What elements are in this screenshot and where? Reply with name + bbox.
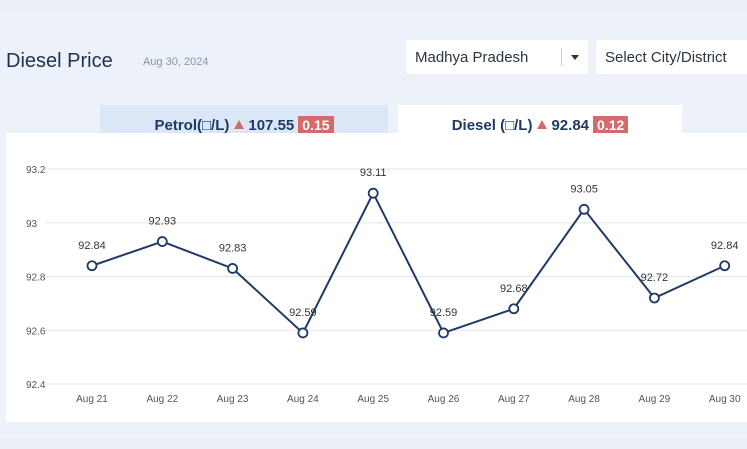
- x-tick-label: Aug 30: [709, 394, 741, 405]
- trend-up-icon: [537, 120, 548, 129]
- price-chart-card: 92.4 92.6 92.8 93 93.2 Aug 21 Aug 22 Aug 23 Aug …: [6, 133, 747, 422]
- tab-petrol-change-badge: 0.15: [298, 116, 334, 134]
- tab-diesel-change-badge: 0.12: [593, 116, 629, 134]
- data-point: [86, 260, 98, 272]
- x-tick-label: Aug 23: [217, 394, 249, 405]
- data-label: 92.68: [500, 283, 528, 295]
- x-tick-label: Aug 25: [357, 394, 389, 405]
- price-date: Aug 30, 2024: [143, 56, 209, 68]
- data-label: 92.59: [289, 307, 317, 319]
- data-point: [508, 303, 520, 315]
- x-tick-label: Aug 21: [76, 394, 108, 405]
- x-tick-label: Aug 22: [146, 394, 178, 405]
- x-tick-label: Aug 28: [568, 394, 600, 405]
- y-tick-label: 93.2: [26, 165, 46, 176]
- tab-petrol-price: 107.55: [248, 117, 295, 134]
- y-tick-label: 93: [26, 219, 38, 230]
- city-select[interactable]: Select City/District: [596, 40, 747, 74]
- tab-diesel-price: 92.84: [551, 117, 590, 134]
- data-label: 92.84: [78, 240, 106, 252]
- y-tick-label: 92.6: [26, 326, 46, 337]
- data-label: 92.83: [219, 242, 247, 254]
- data-label: 92.93: [149, 216, 177, 228]
- state-select[interactable]: Madhya Pradesh: [406, 40, 588, 74]
- data-point: [156, 236, 168, 247]
- page-title: Diesel Price: [6, 50, 113, 72]
- data-point: [649, 292, 660, 304]
- data-label: 92.84: [711, 240, 739, 252]
- state-select-value: Madhya Pradesh: [415, 49, 529, 66]
- data-point: [297, 327, 309, 339]
- data-point: [227, 263, 239, 274]
- chevron-down-icon[interactable]: [571, 55, 579, 60]
- y-tick-label: 92.4: [26, 380, 46, 391]
- price-line-chart: 92.4 92.6 92.8 93 93.2 Aug 21 Aug 22 Aug 23 Aug …: [26, 165, 747, 405]
- tab-diesel-label: Diesel (□/L): [451, 117, 533, 134]
- data-label: 93.11: [360, 167, 387, 179]
- x-tick-label: Aug 27: [498, 394, 530, 405]
- data-label: 93.05: [570, 183, 598, 195]
- data-label: 92.59: [430, 307, 458, 319]
- data-point: [367, 187, 379, 199]
- select-divider: [561, 48, 562, 66]
- data-label: 92.72: [641, 272, 669, 284]
- data-point: [438, 327, 449, 339]
- y-tick-label: 92.8: [26, 273, 46, 284]
- tab-petrol-label: Petrol(□/L): [154, 117, 230, 134]
- x-tick-label: Aug 29: [639, 394, 671, 405]
- trend-up-icon: [234, 120, 245, 129]
- x-tick-label: Aug 24: [287, 394, 319, 405]
- x-tick-label: Aug 26: [428, 394, 460, 405]
- series-line: [91, 190, 726, 335]
- data-point: [719, 260, 731, 272]
- city-select-value: Select City/District: [605, 49, 727, 66]
- data-point: [578, 203, 590, 215]
